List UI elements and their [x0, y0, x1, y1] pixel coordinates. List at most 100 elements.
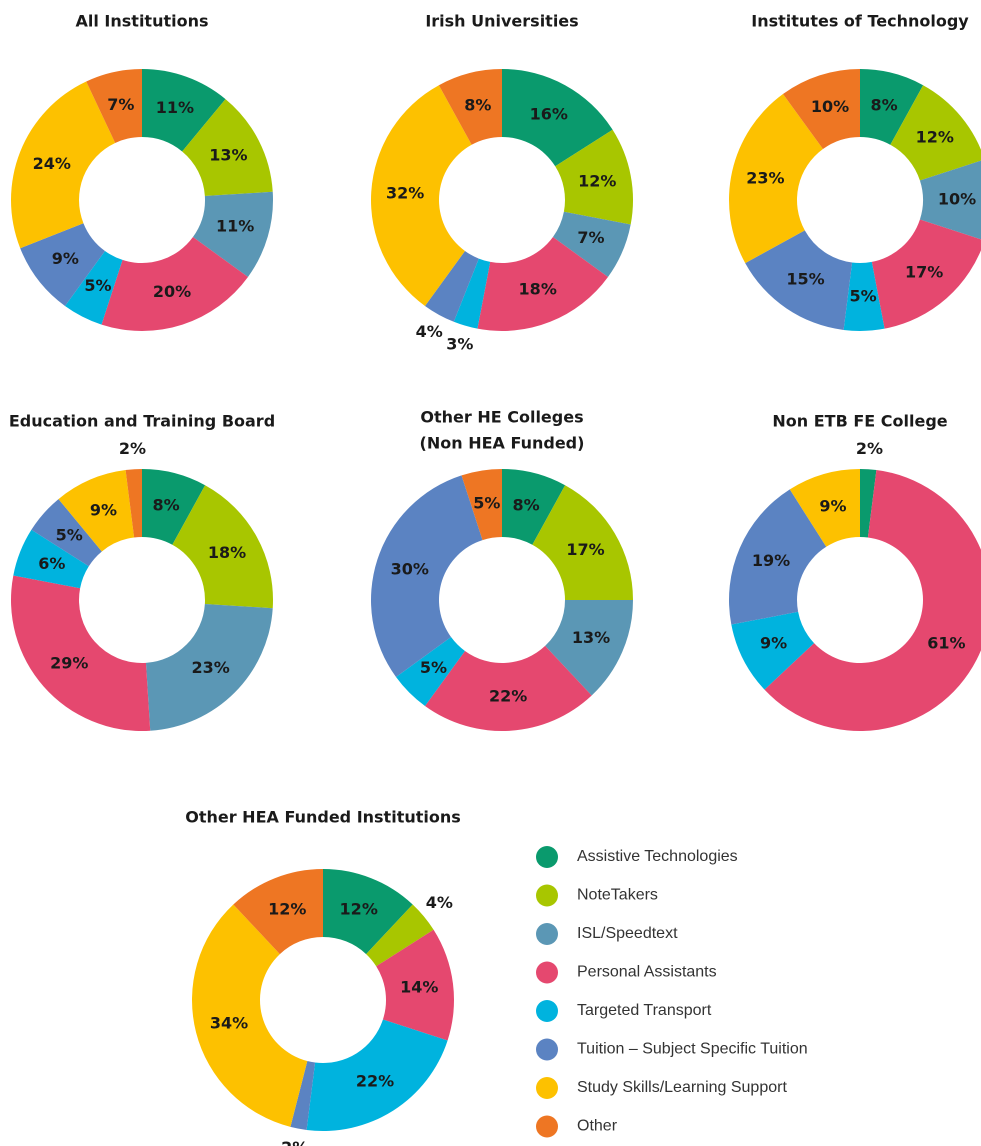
- donut-wedge: [871, 219, 981, 329]
- donut-wedge: [172, 485, 273, 609]
- legend-swatch: [536, 1115, 558, 1138]
- donut-wedge: [453, 258, 491, 329]
- value-label: 2%: [119, 439, 146, 458]
- value-label: 34%: [210, 1014, 248, 1033]
- value-label: 61%: [927, 634, 965, 653]
- legend-label: ISL/Speedtext: [577, 925, 678, 942]
- donut-wedge: [145, 603, 273, 731]
- donut-wedge: [65, 250, 123, 325]
- value-label: 24%: [33, 154, 71, 173]
- value-label: 22%: [356, 1071, 394, 1090]
- donut-wedge: [191, 904, 308, 1127]
- value-label: 10%: [811, 97, 849, 116]
- legend-label: Assistive Technologies: [577, 848, 738, 865]
- legend-swatch: [536, 846, 558, 868]
- value-label: 23%: [191, 658, 229, 677]
- value-label: 13%: [572, 628, 610, 647]
- donut-wedge: [58, 470, 135, 552]
- donut-wedge: [919, 160, 981, 240]
- value-label: 5%: [849, 286, 876, 305]
- value-label: 12%: [916, 128, 954, 147]
- donut-wedge: [182, 99, 273, 197]
- value-label: 18%: [208, 543, 246, 562]
- value-label: 9%: [90, 500, 117, 519]
- donut-wedge: [731, 611, 815, 690]
- donut-wedge: [532, 485, 633, 600]
- donut-wedge: [11, 575, 151, 731]
- donut-wedge: [142, 69, 226, 152]
- donut-wedge: [306, 1019, 448, 1131]
- value-label: 7%: [577, 228, 604, 247]
- chart-title: (Non HEA Funded): [420, 434, 585, 453]
- donut-wedge: [425, 645, 592, 731]
- donut-wedge: [142, 469, 206, 545]
- donut-wedge: [366, 904, 434, 967]
- donut-wedge: [11, 81, 116, 249]
- donut-wedge: [438, 69, 502, 145]
- donut-wedge: [425, 250, 479, 322]
- value-label: 5%: [84, 276, 111, 295]
- donut-wedge: [890, 85, 981, 181]
- donut-wedge: [323, 869, 413, 955]
- value-label: 8%: [513, 496, 540, 515]
- value-label: 10%: [938, 190, 976, 209]
- donut-wedge: [764, 470, 981, 731]
- legend-swatch: [536, 923, 558, 945]
- value-label: 4%: [416, 322, 443, 341]
- legend-label: Other: [577, 1118, 618, 1135]
- legend-swatch: [536, 884, 558, 907]
- donut-wedge: [125, 469, 142, 538]
- value-label: 17%: [566, 540, 604, 559]
- donut-wedge: [101, 237, 248, 332]
- value-label: 2%: [281, 1138, 308, 1146]
- donut-wedge: [13, 529, 89, 589]
- value-label: 12%: [578, 171, 616, 190]
- legend-label: Targeted Transport: [577, 1002, 712, 1019]
- value-label: 5%: [56, 525, 83, 544]
- value-label: 17%: [905, 262, 943, 281]
- value-label: 29%: [50, 654, 88, 673]
- value-label: 23%: [746, 168, 784, 187]
- donut-wedge: [555, 129, 633, 225]
- donut-wedge: [783, 69, 860, 150]
- legend-label: NoteTakers: [577, 887, 658, 904]
- donut-wedge: [545, 600, 633, 696]
- value-label: 16%: [530, 104, 568, 123]
- donut-wedge: [477, 237, 608, 331]
- chart-title: Other HE Colleges: [420, 408, 583, 427]
- value-label: 8%: [871, 96, 898, 115]
- value-label: 5%: [420, 658, 447, 677]
- value-label: 9%: [819, 496, 846, 515]
- value-label: 20%: [153, 282, 191, 301]
- donut-wedge: [192, 191, 274, 277]
- value-label: 13%: [209, 145, 247, 164]
- value-label: 3%: [446, 335, 473, 354]
- legend-label: Personal Assistants: [577, 964, 717, 981]
- value-label: 12%: [340, 899, 378, 918]
- value-label: 11%: [216, 217, 254, 236]
- value-label: 12%: [268, 899, 306, 918]
- legend-swatch: [536, 1000, 558, 1022]
- value-label: 9%: [760, 634, 787, 653]
- chart-title: All Institutions: [76, 12, 209, 31]
- donut-wedge: [31, 499, 102, 567]
- value-label: 6%: [38, 554, 65, 573]
- donut-wedge: [233, 869, 323, 955]
- value-label: 9%: [52, 249, 79, 268]
- value-label: 8%: [153, 496, 180, 515]
- value-label: 30%: [391, 560, 429, 579]
- legend-swatch: [536, 1077, 558, 1099]
- donut-wedge: [396, 637, 465, 706]
- donut-wedge: [860, 69, 924, 145]
- value-label: 11%: [156, 98, 194, 117]
- value-label: 4%: [426, 893, 453, 912]
- donut-wedge: [843, 261, 885, 331]
- value-label: 7%: [107, 95, 134, 114]
- donut-wedge: [729, 489, 827, 625]
- legend-swatch: [536, 961, 558, 984]
- donut-wedge: [552, 211, 631, 277]
- donut-wedge: [371, 475, 483, 677]
- donut-wedge: [860, 469, 877, 538]
- donut-wedge: [20, 223, 105, 306]
